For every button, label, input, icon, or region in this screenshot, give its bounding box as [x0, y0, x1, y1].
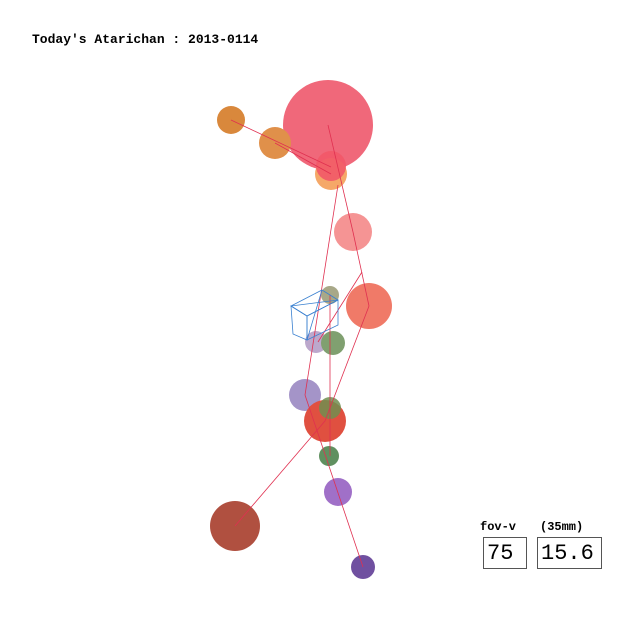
- bone: [274, 142, 332, 175]
- cube-edge: [290, 299, 339, 307]
- lens-label: (35mm): [540, 520, 584, 534]
- lens-input[interactable]: 15.6: [537, 537, 602, 569]
- camera-cube: [290, 289, 339, 341]
- bone: [304, 394, 364, 568]
- sphere: [319, 446, 339, 466]
- bone: [317, 271, 363, 343]
- sphere: [316, 151, 346, 181]
- cube-edge: [306, 289, 323, 341]
- cube-face: [306, 299, 339, 341]
- fov-input[interactable]: 75: [483, 537, 527, 569]
- sphere: [321, 331, 345, 355]
- title: Today's Atarichan : 2013-0114: [32, 32, 259, 47]
- cube-face: [290, 305, 308, 341]
- fov-label: fov-v: [480, 520, 517, 534]
- bone: [327, 124, 354, 233]
- bone: [230, 119, 332, 168]
- figure: [210, 80, 392, 579]
- bone: [324, 305, 370, 422]
- bone: [234, 420, 326, 527]
- bones: [230, 119, 370, 568]
- bone: [352, 231, 370, 307]
